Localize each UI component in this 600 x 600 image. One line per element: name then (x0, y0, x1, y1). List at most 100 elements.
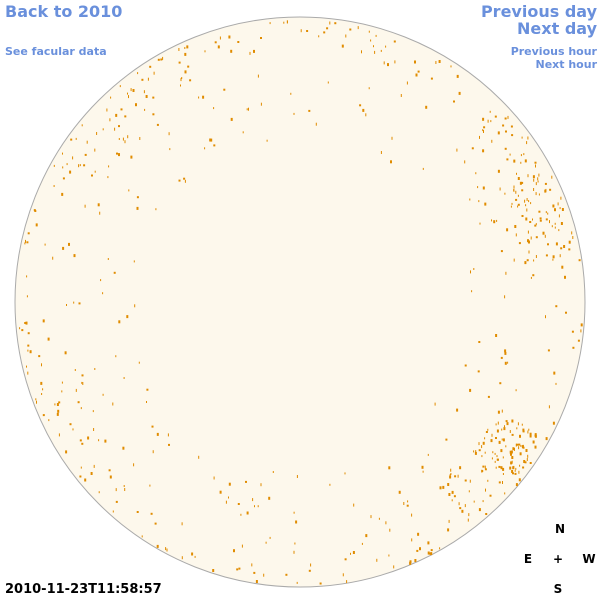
facula (526, 208, 528, 212)
facula (146, 401, 147, 403)
facula (19, 327, 21, 330)
facula (489, 110, 491, 113)
facula (178, 179, 181, 182)
facula (42, 319, 45, 323)
facula (469, 479, 471, 483)
facula (141, 535, 143, 538)
facula (528, 200, 530, 203)
facula (514, 447, 515, 451)
facula (73, 301, 75, 304)
facula (286, 20, 288, 24)
facula (496, 219, 498, 222)
facula (434, 402, 436, 406)
facula (479, 222, 481, 225)
facula (510, 205, 512, 208)
facula (86, 140, 88, 144)
facula (137, 72, 139, 75)
facula (169, 148, 171, 151)
previous-hour-link[interactable]: Previous hour (510, 45, 597, 58)
facula (419, 547, 421, 551)
facula (467, 518, 469, 522)
facula (511, 456, 514, 459)
facula (98, 439, 100, 442)
facula (450, 468, 452, 472)
facula (411, 538, 413, 542)
facula (361, 542, 363, 545)
facula (490, 439, 493, 443)
facula (542, 231, 545, 235)
facula (266, 139, 268, 142)
facula (554, 226, 556, 229)
facula (295, 520, 298, 524)
facula (162, 56, 164, 60)
facula (212, 569, 215, 572)
facula (52, 256, 54, 260)
facula (78, 302, 81, 305)
facula (315, 122, 317, 126)
facula (283, 21, 285, 24)
facula (479, 135, 480, 139)
facula (513, 258, 515, 262)
facula (300, 29, 302, 33)
facula (84, 153, 87, 156)
facula (370, 39, 372, 42)
facula (25, 239, 26, 243)
facula (152, 113, 155, 116)
facula (122, 137, 124, 141)
facula (48, 419, 50, 422)
facula (503, 427, 506, 431)
facula (53, 185, 55, 187)
facula (524, 461, 527, 464)
facula (27, 232, 30, 235)
facula (519, 452, 522, 456)
facula (545, 211, 547, 214)
facula (150, 512, 153, 515)
facula (293, 511, 295, 514)
facula (62, 177, 65, 180)
previous-day-link[interactable]: Previous day (480, 2, 597, 21)
facula (475, 172, 477, 175)
facula (110, 96, 112, 99)
facula (515, 389, 517, 392)
next-day-link[interactable]: Next day (517, 19, 597, 38)
facula (166, 548, 168, 552)
facula (484, 465, 486, 469)
facula (380, 151, 382, 154)
facular-link[interactable]: See facular data (5, 45, 107, 58)
facula (178, 48, 180, 51)
facula (522, 428, 525, 432)
next-hour-link[interactable]: Next hour (535, 58, 598, 71)
facula (422, 167, 424, 170)
facula (471, 147, 474, 150)
facula (554, 222, 556, 225)
facula (504, 492, 506, 495)
facula (565, 311, 567, 314)
facula (124, 115, 127, 118)
facula (213, 144, 216, 147)
facula (253, 571, 256, 574)
back-link[interactable]: Back to 2010 (5, 2, 123, 21)
facula (548, 405, 550, 409)
facula (123, 377, 125, 379)
facula (469, 388, 472, 392)
facula (545, 254, 548, 257)
facula (61, 192, 64, 196)
facula (40, 381, 43, 385)
solar-disk (14, 16, 586, 588)
facula (513, 188, 515, 192)
facula (214, 41, 217, 44)
facula (329, 483, 331, 486)
facula (522, 466, 525, 469)
facula (464, 160, 466, 164)
facula (456, 148, 458, 152)
facula (494, 115, 497, 118)
facula (385, 521, 387, 525)
facula (35, 223, 38, 227)
facula (260, 102, 262, 106)
facula (448, 519, 450, 523)
facula (504, 295, 506, 299)
facula (70, 138, 73, 141)
facula (269, 536, 271, 539)
facula (124, 488, 126, 491)
